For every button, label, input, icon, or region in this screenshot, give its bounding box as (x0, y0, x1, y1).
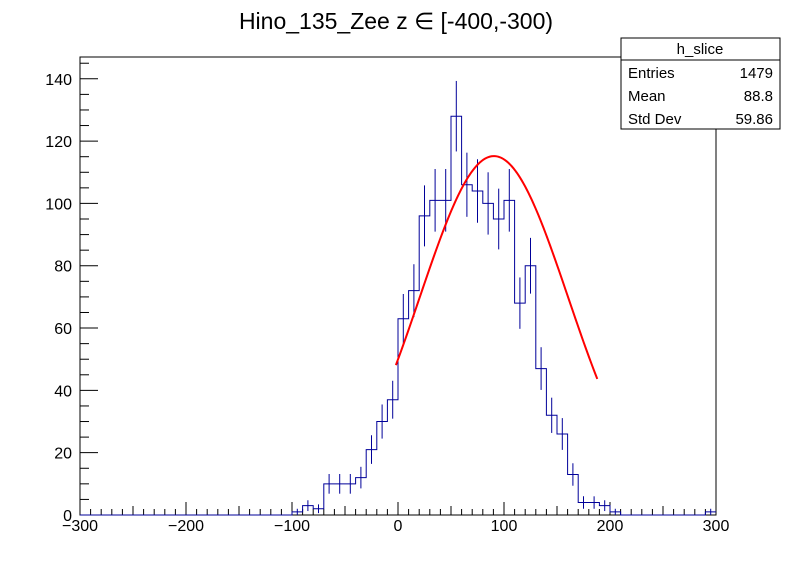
y-tick-label: 80 (54, 259, 72, 276)
y-axis: 0 20 40 60 80 100 120 140 (45, 62, 98, 525)
x-tick-label: 300 (703, 518, 730, 535)
stats-mean-label: Mean (628, 88, 666, 105)
y-tick-label: 0 (63, 508, 72, 525)
error-bars (296, 80, 712, 515)
chart-title: Hino_135_Zee z ∈ [-400,-300) (239, 8, 553, 34)
y-tick-label: 20 (54, 446, 72, 463)
y-tick-label: 120 (45, 134, 72, 151)
histogram-series (80, 115, 716, 516)
x-tick-label: 0 (394, 518, 403, 535)
y-tick-label: 140 (45, 72, 72, 89)
x-tick-label: −300 (62, 518, 98, 535)
x-axis: −300 −200 −100 0 100 200 300 (62, 502, 729, 535)
stats-mean-value: 88.8 (744, 88, 773, 105)
x-tick-label: 100 (491, 518, 518, 535)
stats-stddev-value: 59.86 (735, 111, 773, 128)
x-tick-label: −200 (168, 518, 204, 535)
gaussian-fit (394, 155, 599, 380)
stats-stddev-label: Std Dev (628, 111, 682, 128)
y-tick-label: 60 (54, 321, 72, 338)
x-tick-label: −100 (274, 518, 310, 535)
stats-box-frame (620, 37, 781, 130)
fit-curve (394, 155, 599, 380)
stats-box: h_slice Entries 1479 Mean 88.8 Std Dev 5… (620, 37, 781, 130)
x-tick-label: 200 (597, 518, 624, 535)
y-tick-label: 40 (54, 383, 72, 400)
stats-entries-value: 1479 (740, 65, 773, 82)
stats-box-name: h_slice (677, 41, 724, 58)
histogram-outline (80, 115, 716, 516)
y-tick-label: 100 (45, 196, 72, 213)
stats-entries-label: Entries (628, 65, 675, 82)
